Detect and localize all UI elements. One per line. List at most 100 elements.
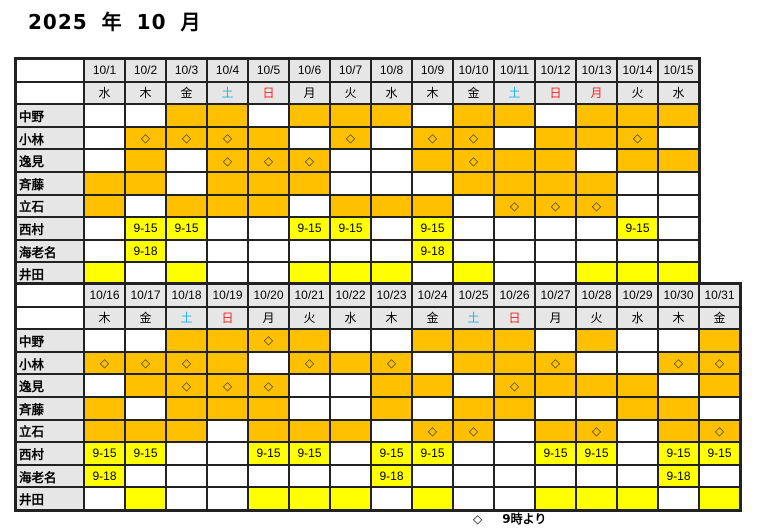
schedule-cell-shift[interactable] xyxy=(329,350,372,376)
schedule-cell[interactable] xyxy=(329,373,372,398)
schedule-cell-shift[interactable] xyxy=(124,418,167,444)
schedule-cell-hours[interactable]: 9-18 xyxy=(657,463,700,489)
schedule-cell[interactable] xyxy=(206,418,249,444)
schedule-cell-shift-from-9[interactable]: ◇ xyxy=(247,148,290,173)
schedule-cell[interactable] xyxy=(165,238,208,264)
schedule-cell-shift[interactable] xyxy=(452,170,495,196)
schedule-cell-shift-from-9[interactable]: ◇ xyxy=(534,350,577,376)
schedule-cell[interactable] xyxy=(411,170,454,196)
schedule-cell-shift[interactable] xyxy=(616,148,659,173)
schedule-cell[interactable] xyxy=(83,125,126,151)
schedule-cell-yellow[interactable] xyxy=(575,486,618,512)
schedule-cell-yellow[interactable] xyxy=(124,486,167,512)
schedule-cell-shift[interactable] xyxy=(411,373,454,398)
schedule-cell[interactable] xyxy=(288,193,331,219)
schedule-cell-shift[interactable] xyxy=(288,170,331,196)
schedule-cell-hours[interactable]: 9-15 xyxy=(124,216,167,241)
schedule-cell[interactable] xyxy=(616,418,659,444)
schedule-cell[interactable] xyxy=(124,328,167,353)
schedule-cell-shift-from-9[interactable]: ◇ xyxy=(165,125,208,151)
schedule-cell[interactable] xyxy=(657,328,700,353)
schedule-cell[interactable] xyxy=(83,148,126,173)
schedule-cell-shift[interactable] xyxy=(247,395,290,421)
schedule-cell-hours[interactable]: 9-15 xyxy=(698,441,742,466)
schedule-cell-hours[interactable]: 9-15 xyxy=(411,441,454,466)
schedule-cell[interactable] xyxy=(370,418,413,444)
schedule-cell-shift[interactable] xyxy=(247,125,290,151)
schedule-cell-shift-from-9[interactable]: ◇ xyxy=(206,125,249,151)
schedule-cell-shift[interactable] xyxy=(616,395,659,421)
schedule-cell[interactable] xyxy=(575,216,618,241)
schedule-cell-shift[interactable] xyxy=(288,418,331,444)
schedule-cell[interactable] xyxy=(124,193,167,219)
schedule-cell-hours[interactable]: 9-15 xyxy=(616,216,659,241)
schedule-cell-shift[interactable] xyxy=(165,418,208,444)
schedule-cell[interactable] xyxy=(329,328,372,353)
schedule-cell[interactable] xyxy=(411,103,454,128)
schedule-cell[interactable] xyxy=(698,463,742,489)
schedule-cell[interactable] xyxy=(616,170,659,196)
schedule-cell[interactable] xyxy=(534,103,577,128)
schedule-cell-shift[interactable] xyxy=(657,395,700,421)
schedule-cell-hours[interactable]: 9-15 xyxy=(83,441,126,466)
schedule-cell-shift-from-9[interactable]: ◇ xyxy=(124,125,167,151)
schedule-cell[interactable] xyxy=(165,148,208,173)
schedule-cell[interactable] xyxy=(247,463,290,489)
schedule-cell-yellow[interactable] xyxy=(616,486,659,512)
schedule-cell-shift[interactable] xyxy=(329,418,372,444)
schedule-cell-shift[interactable] xyxy=(165,103,208,128)
schedule-cell[interactable] xyxy=(83,328,126,353)
schedule-cell[interactable] xyxy=(616,441,659,466)
schedule-cell-shift[interactable] xyxy=(206,395,249,421)
schedule-cell-shift[interactable] xyxy=(247,193,290,219)
schedule-cell-shift[interactable] xyxy=(165,395,208,421)
schedule-cell[interactable] xyxy=(329,395,372,421)
schedule-cell[interactable] xyxy=(370,125,413,151)
schedule-cell[interactable] xyxy=(657,125,701,151)
schedule-cell-shift[interactable] xyxy=(657,418,700,444)
schedule-cell[interactable] xyxy=(657,238,701,264)
schedule-cell-shift-from-9[interactable]: ◇ xyxy=(698,418,742,444)
schedule-cell-shift[interactable] xyxy=(329,103,372,128)
schedule-cell-shift[interactable] xyxy=(124,373,167,398)
schedule-cell[interactable] xyxy=(616,463,659,489)
schedule-cell[interactable] xyxy=(493,216,536,241)
schedule-cell-shift[interactable] xyxy=(493,170,536,196)
schedule-cell-shift[interactable] xyxy=(534,125,577,151)
schedule-cell-yellow[interactable] xyxy=(534,486,577,512)
schedule-cell-hours[interactable]: 9-18 xyxy=(83,463,126,489)
schedule-cell[interactable] xyxy=(124,463,167,489)
schedule-cell[interactable] xyxy=(329,148,372,173)
schedule-cell-shift-from-9[interactable]: ◇ xyxy=(452,148,495,173)
schedule-cell[interactable] xyxy=(370,238,413,264)
schedule-cell-shift[interactable] xyxy=(206,193,249,219)
schedule-cell-hours[interactable]: 9-15 xyxy=(534,441,577,466)
schedule-cell-shift[interactable] xyxy=(206,328,249,353)
schedule-cell-shift[interactable] xyxy=(288,328,331,353)
schedule-cell-shift[interactable] xyxy=(329,193,372,219)
schedule-cell[interactable] xyxy=(288,373,331,398)
schedule-cell-yellow[interactable] xyxy=(411,486,454,512)
schedule-cell-shift[interactable] xyxy=(698,328,742,353)
schedule-cell[interactable] xyxy=(288,395,331,421)
schedule-cell-shift[interactable] xyxy=(411,193,454,219)
schedule-cell[interactable] xyxy=(657,486,700,512)
schedule-cell-shift-from-9[interactable]: ◇ xyxy=(575,418,618,444)
schedule-cell-shift[interactable] xyxy=(83,418,126,444)
schedule-cell-shift[interactable] xyxy=(452,395,495,421)
schedule-cell[interactable] xyxy=(83,216,126,241)
schedule-cell-shift[interactable] xyxy=(493,148,536,173)
schedule-cell-shift[interactable] xyxy=(288,103,331,128)
schedule-cell-hours[interactable]: 9-15 xyxy=(124,441,167,466)
schedule-cell[interactable] xyxy=(370,216,413,241)
schedule-cell-shift[interactable] xyxy=(206,170,249,196)
schedule-cell-shift-from-9[interactable]: ◇ xyxy=(493,373,536,398)
schedule-cell-shift-from-9[interactable]: ◇ xyxy=(534,193,577,219)
schedule-cell[interactable] xyxy=(206,486,249,512)
schedule-cell-shift[interactable] xyxy=(616,103,659,128)
schedule-cell-shift[interactable] xyxy=(370,103,413,128)
schedule-cell[interactable] xyxy=(288,463,331,489)
schedule-cell[interactable] xyxy=(206,238,249,264)
schedule-cell[interactable] xyxy=(534,238,577,264)
schedule-cell-hours[interactable]: 9-15 xyxy=(288,216,331,241)
